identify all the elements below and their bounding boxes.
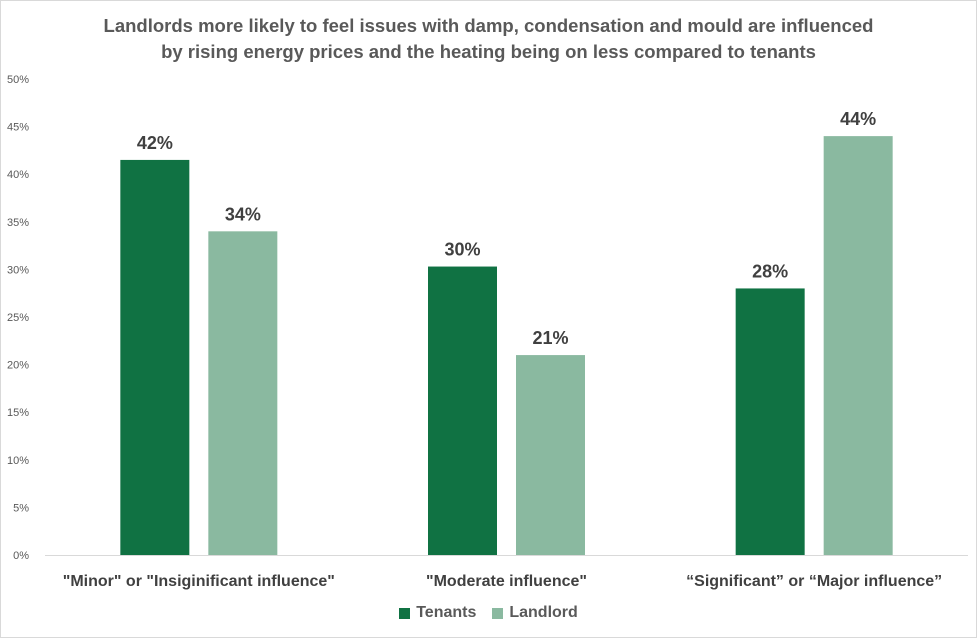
y-tick-label: 5% [13,502,29,514]
data-label-tenants-1: 42% [137,133,173,153]
legend-swatch-tenants [399,607,411,619]
y-tick-label: 30% [7,264,29,276]
y-tick-label: 50% [7,74,29,86]
y-tick-label: 25% [7,312,29,324]
y-tick-label: 15% [7,407,29,419]
legend-label-landlord: Landlord [509,604,578,621]
bar-tenants-1 [120,159,190,556]
y-tick-label: 0% [13,550,29,562]
bar-tenants-3 [735,288,805,555]
y-tick-label: 45% [7,122,29,134]
legend-swatch-landlord [492,607,504,619]
legend-item-landlord: Landlord [492,604,578,622]
category-label-1: "Minor" or "Insiginificant influence" [63,573,335,590]
category-label-2: "Moderate influence" [426,573,587,590]
bar-landlord-2 [516,355,585,555]
chart-legend: Tenants Landlord [1,604,976,622]
legend-item-tenants: Tenants [399,604,476,622]
data-label-tenants-2: 30% [444,240,480,260]
chart-title-line-1: Landlords more likely to feel issues wit… [103,15,874,36]
data-label-landlord-2: 21% [532,328,568,348]
data-label-landlord-1: 34% [225,204,261,224]
y-tick-label: 40% [7,169,29,181]
chart-title-line-2: by rising energy prices and the heating … [161,41,816,62]
bar-chart: 0% 5% 10% 15% 20% 25% 30% 35% 40% 45% 50% 42% 34% "Mi… [7,74,968,590]
bar-landlord-1 [208,231,278,555]
category-label-3: “Significant” or “Major influence” [686,573,942,590]
bar-tenants-2 [428,266,497,555]
data-label-landlord-3: 44% [840,109,876,129]
chart-title: Landlords more likely to feel issues wit… [1,13,976,65]
data-label-tenants-3: 28% [752,261,788,281]
legend-label-tenants: Tenants [416,604,477,621]
y-tick-label: 10% [7,455,29,467]
y-tick-label: 20% [7,360,29,372]
bar-landlord-3 [823,136,893,555]
y-tick-label: 35% [7,217,29,229]
